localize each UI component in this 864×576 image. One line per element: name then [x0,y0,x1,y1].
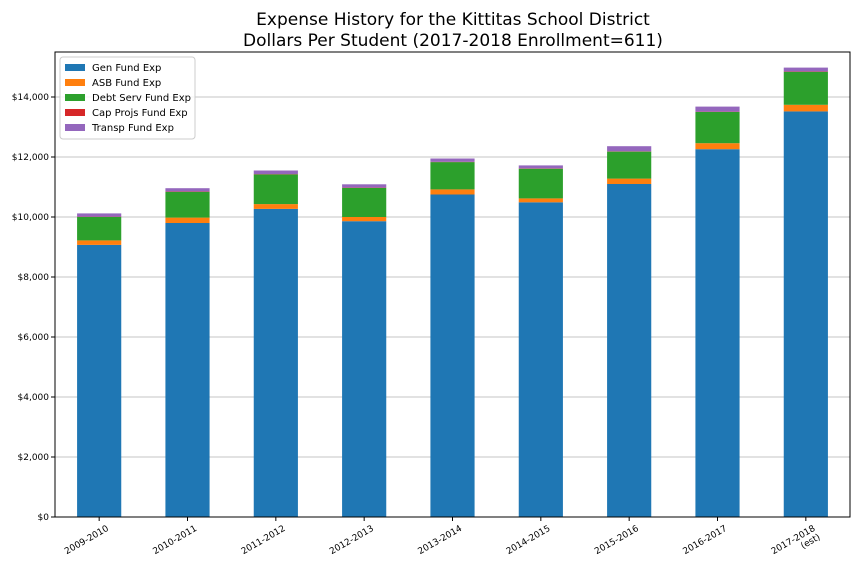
bar-segment-gen-fund-exp [253,208,298,517]
y-tick-label: $10,000 [12,213,49,223]
bar-segment-debt-serv-fund-exp [518,168,563,199]
y-tick-label: $4,000 [18,393,50,403]
chart-title-line-2: Dollars Per Student (2017-2018 Enrollmen… [243,31,663,51]
y-tick-label: $6,000 [18,333,50,343]
x-tick-label: 2009-2010 [63,524,111,557]
bar-segment-asb-fund-exp [607,178,652,184]
bar-segment-gen-fund-exp [430,194,475,517]
x-tick-label: 2016-2017 [682,524,729,557]
x-tick-label: 2012-2013 [328,524,375,557]
bar-segment-gen-fund-exp [165,223,210,517]
bar-segment-transp-fund-exp [695,106,740,112]
bars [77,67,828,518]
chart-title-line-1: Expense History for the Kittitas School … [256,10,650,30]
x-tick-label-line: 2016-2017 [682,524,729,557]
legend-label: Transp Fund Exp [91,123,174,134]
x-tick-label: 2011-2012 [240,524,287,557]
bar-segment-debt-serv-fund-exp [695,112,740,144]
x-tick-label: 2010-2011 [152,524,199,557]
y-tick-label: $0 [38,513,50,523]
x-tick-label-line: 2013-2014 [417,524,465,557]
bar-segment-transp-fund-exp [77,213,122,217]
bar-segment-gen-fund-exp [518,202,563,518]
x-tick-label-line: 2011-2012 [240,524,287,557]
y-tick-label: $2,000 [18,453,50,463]
legend-swatch [65,124,85,131]
bar-segment-gen-fund-exp [607,184,652,517]
bar-segment-debt-serv-fund-exp [783,71,828,105]
bar-segment-transp-fund-exp [518,165,563,169]
x-tick-label: 2013-2014 [417,524,465,557]
y-tick-label: $8,000 [18,273,50,283]
legend: Gen Fund Exp ASB Fund Exp Debt Serv Fund E… [59,56,196,140]
x-tick-label-line: 2010-2011 [152,524,199,557]
bar-segment-debt-serv-fund-exp [430,162,475,190]
y-tick-label: $12,000 [12,153,49,163]
bar-segment-gen-fund-exp [342,221,387,517]
bar-segment-transp-fund-exp [253,170,298,175]
x-tick-label-line: 2009-2010 [63,524,111,557]
legend-swatch [65,79,85,86]
bar-segment-transp-fund-exp [783,67,828,72]
bar-segment-asb-fund-exp [342,217,387,222]
legend-swatch [65,64,85,71]
legend-label: Debt Serv Fund Exp [92,93,191,104]
bar-segment-debt-serv-fund-exp [165,191,210,218]
x-axis-ticks: 2009-2010 2010-2011 2011-2012 2012-2013 2013… [63,517,823,566]
x-tick-label: 2015-2016 [593,524,641,557]
bar-segment-gen-fund-exp [77,244,122,517]
bar-segment-gen-fund-exp [783,111,828,518]
bar-segment-transp-fund-exp [342,184,387,188]
x-tick-label: 2014-2015 [505,524,552,557]
bar-segment-transp-fund-exp [430,158,475,162]
legend-label: Gen Fund Exp [92,63,161,74]
bar-segment-transp-fund-exp [607,146,652,152]
x-tick-label: 2017-2018(est) [770,524,823,566]
legend-label: ASB Fund Exp [92,78,161,89]
legend-swatch [65,94,85,101]
bar-segment-debt-serv-fund-exp [253,174,298,205]
x-tick-label-line: 2015-2016 [593,524,641,557]
bar-segment-debt-serv-fund-exp [607,151,652,179]
y-axis-ticks: $0 $2,000 $4,000 $6,000 $8,000 $10,000 $12,000… [12,93,55,523]
bar-segment-debt-serv-fund-exp [342,187,387,217]
bar-segment-asb-fund-exp [430,189,475,195]
y-tick-label: $14,000 [12,93,49,103]
bar-segment-asb-fund-exp [165,217,210,223]
bar-segment-asb-fund-exp [77,240,122,245]
legend-swatch [65,109,85,116]
bar-segment-asb-fund-exp [695,143,740,150]
x-tick-label-line: 2012-2013 [328,524,375,557]
bar-segment-asb-fund-exp [783,104,828,112]
bar-segment-asb-fund-exp [518,198,563,203]
bar-segment-asb-fund-exp [253,204,298,209]
bar-segment-debt-serv-fund-exp [77,217,122,241]
legend-box [59,56,196,140]
bar-segment-gen-fund-exp [695,149,740,517]
chart-title: Expense History for the Kittitas School … [243,10,663,51]
bar-segment-transp-fund-exp [165,188,210,192]
legend-label: Cap Projs Fund Exp [92,108,188,119]
x-tick-label-line: 2014-2015 [505,524,552,557]
